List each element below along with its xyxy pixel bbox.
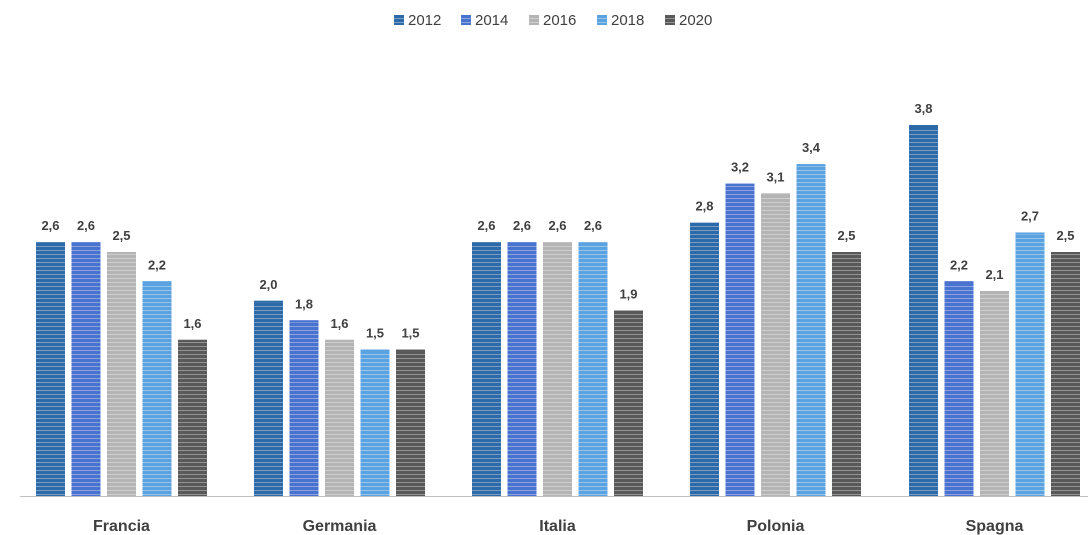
bar-top-germania-2018 [360,349,390,352]
value-labels: 2,6 2,6 2,5 2,2 1,6 2,0 1,8 1,6 1,5 1,5 2,6 2,6 2,6 2… [41,101,1074,340]
legend-label-2018: 2018 [611,12,644,29]
data-label-polonia-2018: 3,4 [802,140,821,155]
data-label-francia-2012: 2,6 [41,218,59,233]
bar-top-spagna-2014 [944,281,974,284]
legend: 2012 2014 2016 2018 2020 [394,12,712,29]
legend-swatch-2018 [597,15,607,25]
data-label-italia-2016: 2,6 [548,218,566,233]
bar-germania-2020 [396,349,425,496]
bar-spagna-2016 [980,291,1009,496]
bar-top-francia-2018 [142,281,172,284]
legend-swatch-2012 [394,15,404,25]
bar-polonia-2020 [832,252,861,496]
bar-top-italia-2012 [472,242,501,245]
legend-label-2016: 2016 [543,12,576,29]
data-label-polonia-2012: 2,8 [695,199,713,214]
legend-label-2012: 2012 [408,12,441,29]
data-label-germania-2012: 2,0 [259,277,277,292]
bar-top-polonia-2020 [832,252,861,254]
bar-top-italia-2020 [614,310,643,313]
bar-germania-2018 [360,349,390,496]
data-label-germania-2016: 1,6 [330,316,348,331]
bar-top-polonia-2012 [690,222,719,225]
category-label-francia: Francia [93,518,150,535]
bar-germania-2012 [254,300,283,496]
bar-polonia-2016 [761,193,790,496]
category-label-spagna: Spagna [966,518,1024,535]
bar-italia-2020 [614,310,643,496]
data-label-spagna-2016: 2,1 [985,267,1003,282]
bar-polonia-2018 [796,164,826,496]
legend-swatch-2014 [461,15,471,25]
bar-francia-2020 [178,339,207,496]
bar-top-francia-2016 [107,252,136,254]
bar-top-spagna-2020 [1051,252,1080,254]
data-label-italia-2014: 2,6 [513,218,531,233]
bar-top-germania-2016 [325,339,354,342]
category-label-italia: Italia [539,518,576,535]
bar-top-italia-2014 [507,242,537,245]
data-label-francia-2014: 2,6 [77,218,95,233]
category-label-polonia: Polonia [747,518,805,535]
bar-top-spagna-2018 [1015,232,1045,235]
category-label-germania: Germania [303,518,377,535]
bar-germania-2014 [289,320,319,496]
data-label-spagna-2018: 2,7 [1021,208,1039,223]
bar-spagna-2012 [909,125,938,497]
data-label-germania-2020: 1,5 [401,326,419,341]
data-label-italia-2020: 1,9 [619,287,637,302]
legend-label-2014: 2014 [475,12,508,29]
bar-polonia-2014 [725,183,755,496]
bar-top-spagna-2016 [980,291,1009,294]
legend-swatch-2020 [665,15,675,25]
bar-francia-2016 [107,252,136,496]
bar-top-germania-2014 [289,320,319,323]
category-labels: Francia Germania Italia Polonia Spagna [93,518,1023,535]
data-label-francia-2016: 2,5 [112,228,130,243]
data-label-polonia-2020: 2,5 [837,228,855,243]
data-label-italia-2018: 2,6 [584,218,602,233]
bar-top-polonia-2014 [725,183,755,186]
bar-italia-2016 [543,242,572,496]
data-label-spagna-2020: 2,5 [1056,228,1074,243]
bar-polonia-2012 [690,222,719,496]
legend-swatch-2016 [529,15,539,25]
bar-top-italia-2018 [578,242,608,245]
bar-top-germania-2020 [396,349,425,352]
bar-top-italia-2016 [543,242,572,245]
bar-spagna-2018 [1015,232,1045,497]
bar-italia-2018 [578,242,608,496]
legend-label-2020: 2020 [679,12,712,29]
bar-italia-2012 [472,242,501,496]
data-label-spagna-2012: 3,8 [914,101,932,116]
data-label-germania-2014: 1,8 [295,296,313,311]
bar-germania-2016 [325,339,354,496]
bar-top-francia-2012 [36,242,65,245]
bars [36,125,1080,497]
bar-top-spagna-2012 [909,125,938,128]
bar-top-germania-2012 [254,300,283,303]
data-label-germania-2018: 1,5 [366,326,384,341]
bar-francia-2012 [36,242,65,496]
data-label-francia-2020: 1,6 [183,316,201,331]
bar-italia-2014 [507,242,537,496]
bar-top-francia-2014 [71,242,101,245]
bar-francia-2018 [142,281,172,496]
data-label-francia-2018: 2,2 [148,257,166,272]
bar-top-polonia-2016 [761,193,790,196]
bar-francia-2014 [71,242,101,496]
bar-top-polonia-2018 [796,164,826,167]
data-label-spagna-2014: 2,2 [950,257,968,272]
data-label-polonia-2014: 3,2 [731,160,749,175]
bar-spagna-2014 [944,281,974,496]
data-label-polonia-2016: 3,1 [766,169,784,184]
bar-spagna-2020 [1051,252,1080,496]
data-label-italia-2012: 2,6 [477,218,495,233]
bar-top-francia-2020 [178,339,207,342]
